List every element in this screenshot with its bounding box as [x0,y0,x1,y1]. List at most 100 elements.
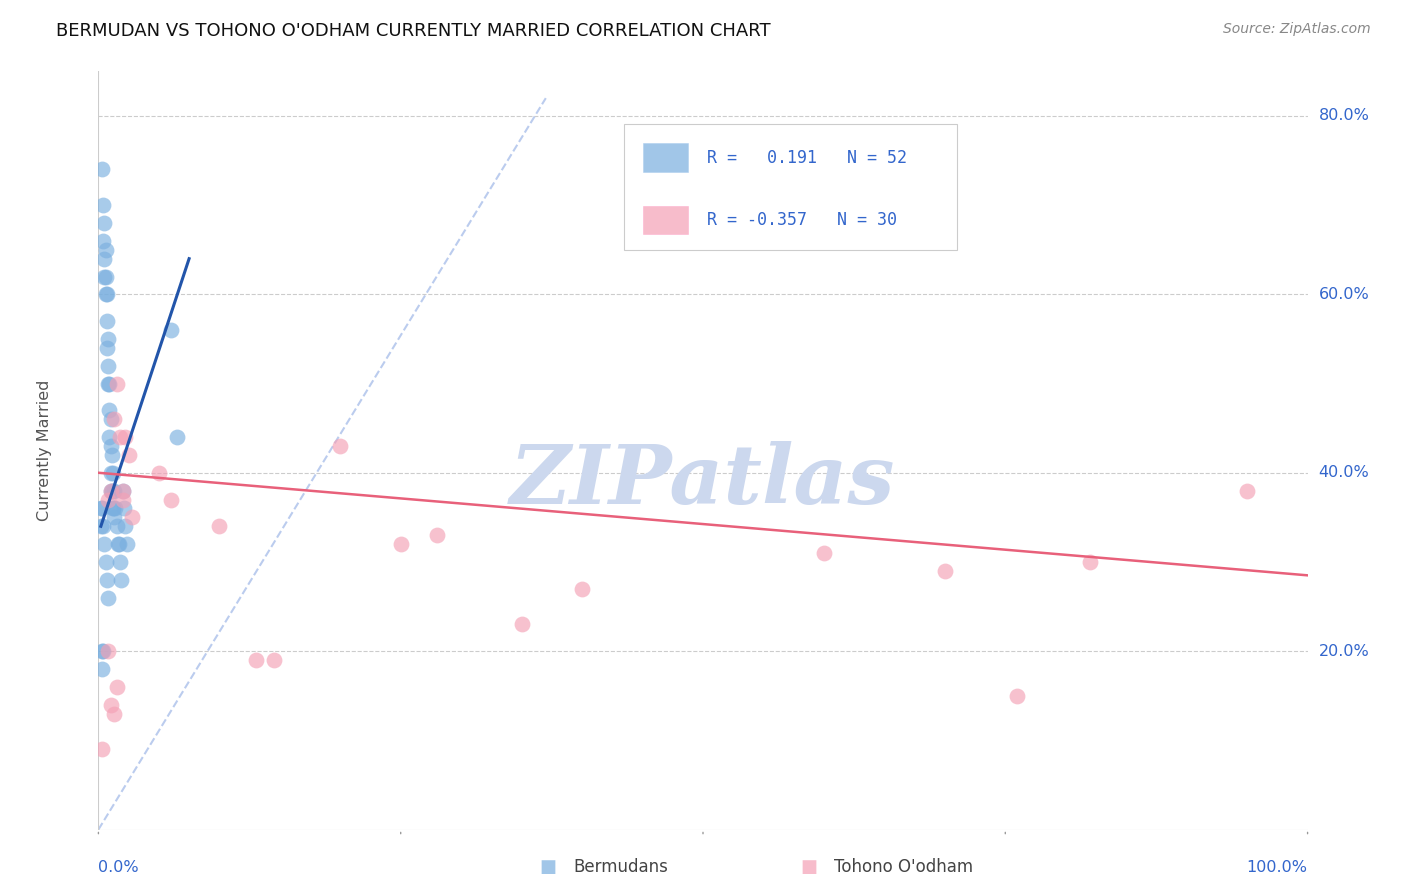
Point [93,252,115,266]
Point [94,555,117,569]
Point [93,537,115,551]
Point [813,546,835,560]
Point [97,376,120,391]
Point [91,162,114,177]
Point [245,653,267,667]
Point [97,332,120,346]
Point [94,243,117,257]
Point [114,430,136,444]
Point [90,519,112,533]
Point [108,555,131,569]
Point [98,430,121,444]
Point [91,662,114,676]
Point [91,519,114,533]
Point [100,698,122,712]
Text: R = -0.357   N = 30: R = -0.357 N = 30 [707,211,897,229]
FancyBboxPatch shape [643,144,689,172]
Point [104,501,127,516]
Point [91,644,114,658]
Point [934,564,956,578]
Point [160,492,183,507]
Point [103,510,125,524]
Point [105,376,128,391]
Point [118,448,141,462]
Point [94,269,117,284]
Point [107,537,129,551]
Point [100,483,122,498]
Point [91,644,114,658]
Point [100,466,122,480]
Point [108,430,131,444]
Point [97,644,120,658]
Point [117,537,139,551]
Text: 0.0%: 0.0% [98,860,139,875]
Point [105,680,128,694]
Point [105,519,128,533]
Point [160,323,183,337]
Point [114,519,136,533]
Point [91,501,114,516]
Point [121,510,143,524]
Point [93,269,115,284]
Point [91,198,114,212]
Point [110,573,132,587]
Point [97,359,120,373]
Point [91,234,114,248]
Text: Currently Married: Currently Married [37,380,52,521]
Point [100,483,122,498]
Point [389,537,412,551]
Point [148,466,170,480]
Point [100,448,122,462]
Point [101,466,124,480]
Text: 60.0%: 60.0% [1319,287,1369,301]
Point [111,483,134,498]
Point [510,617,533,632]
Text: BERMUDAN VS TOHONO O'ODHAM CURRENTLY MARRIED CORRELATION CHART: BERMUDAN VS TOHONO O'ODHAM CURRENTLY MAR… [56,22,770,40]
Point [100,439,122,453]
Point [96,287,118,301]
Point [97,492,120,507]
FancyBboxPatch shape [624,124,957,250]
Point [426,528,449,542]
Text: Tohono O'odham: Tohono O'odham [834,858,973,876]
Point [103,706,125,721]
FancyBboxPatch shape [643,205,689,235]
Point [91,742,114,756]
Point [1236,483,1258,498]
Point [263,653,285,667]
Point [96,341,118,355]
Point [93,216,115,230]
Text: 100.0%: 100.0% [1247,860,1308,875]
Text: ■: ■ [800,858,817,876]
Point [329,439,352,453]
Point [571,582,593,596]
Point [97,591,120,605]
Text: 80.0%: 80.0% [1319,109,1369,123]
Text: 40.0%: 40.0% [1319,466,1369,480]
Point [103,483,125,498]
Point [166,430,188,444]
Text: Bermudans: Bermudans [574,858,668,876]
Text: Source: ZipAtlas.com: Source: ZipAtlas.com [1223,22,1371,37]
Point [112,501,135,516]
Text: 20.0%: 20.0% [1319,644,1369,658]
Point [98,403,121,417]
Point [103,412,125,426]
Text: ZIPatlas: ZIPatlas [510,441,896,521]
Point [1078,555,1101,569]
Point [1007,689,1029,703]
Point [100,412,122,426]
Point [94,287,117,301]
Text: R =   0.191   N = 52: R = 0.191 N = 52 [707,149,907,167]
Point [111,492,134,507]
Point [90,501,112,516]
Point [208,519,231,533]
Point [96,573,118,587]
Point [98,376,121,391]
Point [111,483,134,498]
Point [108,537,131,551]
Text: ■: ■ [540,858,557,876]
Point [101,501,124,516]
Point [96,314,118,328]
Point [100,483,122,498]
